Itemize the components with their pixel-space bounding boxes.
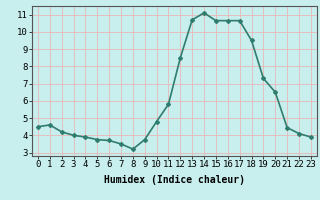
X-axis label: Humidex (Indice chaleur): Humidex (Indice chaleur) xyxy=(104,175,245,185)
